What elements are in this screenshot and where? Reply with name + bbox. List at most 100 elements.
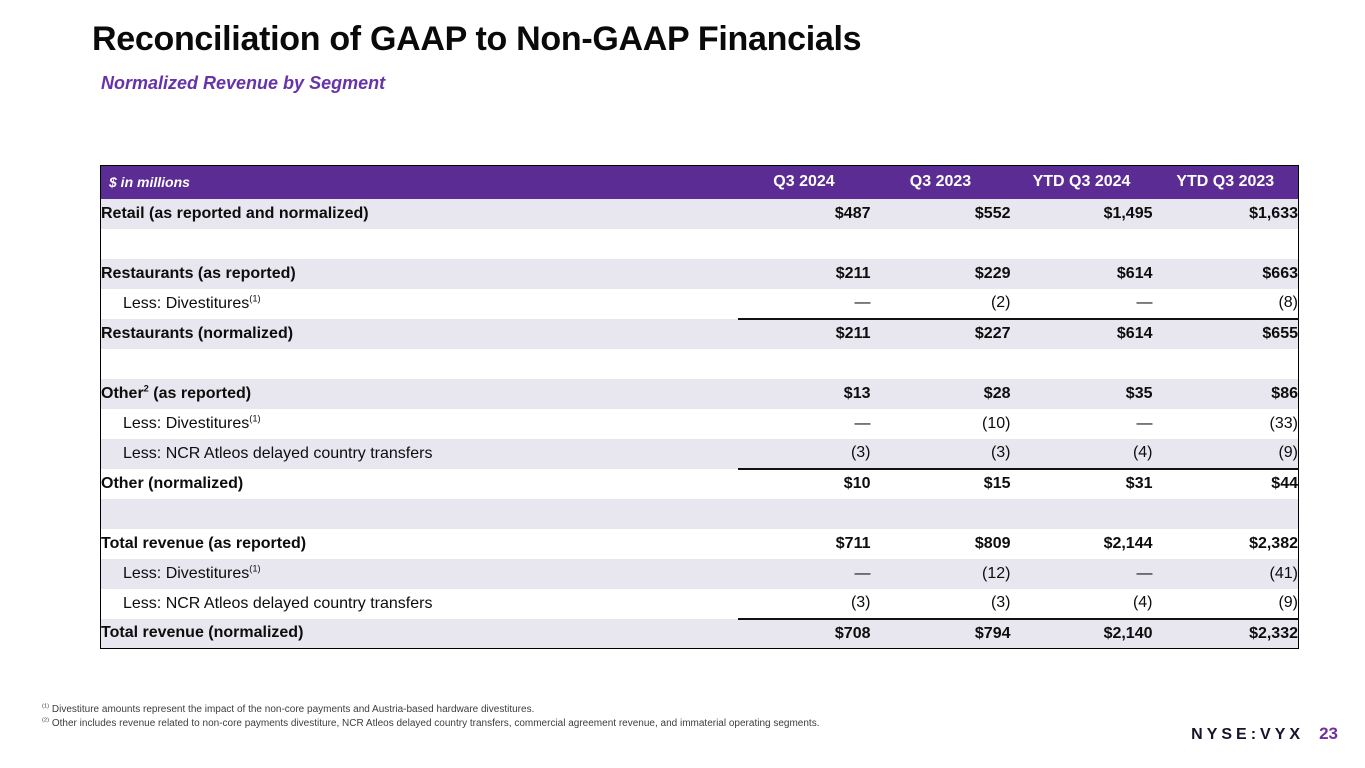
table-header-row: $ in millions Q3 2024 Q3 2023 YTD Q3 202… (100, 165, 1299, 199)
cell-value: (9) (1152, 438, 1299, 470)
cell-value: — (737, 408, 871, 439)
row-label-text: Less: Divestitures (123, 414, 250, 432)
footnote-1-text: Divestiture amounts represent the impact… (51, 704, 535, 715)
cell-value (1010, 228, 1153, 259)
table-row: Less: Divestitures(1) — (12) — (41) (100, 558, 1299, 589)
footnote-2-marker: (2) (42, 717, 50, 724)
cell-value: — (1010, 288, 1153, 320)
cell-value: $1,495 (1010, 198, 1153, 229)
row-label: Other2 (as reported) (100, 378, 738, 409)
footnote-2-text: Other includes revenue related to non-co… (51, 717, 820, 729)
cell-value: (3) (737, 588, 871, 620)
row-label-text: Restaurants (normalized) (101, 324, 294, 342)
reconciliation-table: $ in millions Q3 2024 Q3 2023 YTD Q3 202… (100, 165, 1299, 649)
table-row: Less: NCR Atleos delayed country transfe… (100, 588, 1299, 620)
cell-value: (33) (1152, 408, 1299, 439)
cell-value: $711 (737, 528, 871, 559)
row-label (100, 498, 738, 529)
row-label-text: Less: Divestitures (123, 564, 250, 582)
cell-value: $794 (870, 618, 1011, 649)
row-label: Retail (as reported and normalized) (100, 198, 738, 229)
cell-value: (12) (870, 558, 1011, 589)
cell-value (1010, 348, 1153, 379)
cell-value: $229 (870, 258, 1011, 289)
column-header-q3-2023: Q3 2023 (870, 165, 1011, 199)
footnote-1: (1) Divestiture amounts represent the im… (42, 703, 819, 717)
cell-value: $44 (1152, 468, 1299, 499)
cell-value: $211 (737, 318, 871, 349)
row-label-superscript: (1) (249, 563, 261, 574)
row-label: Total revenue (normalized) (100, 618, 738, 649)
row-label: Other (normalized) (100, 468, 738, 499)
cell-value: $35 (1010, 378, 1153, 409)
cell-value: (4) (1010, 588, 1153, 620)
cell-value (1152, 228, 1299, 259)
cell-value: $28 (870, 378, 1011, 409)
cell-value: $13 (737, 378, 871, 409)
row-label-text: Less: NCR Atleos delayed country transfe… (123, 594, 433, 612)
row-label (100, 348, 738, 379)
cell-value: (9) (1152, 588, 1299, 620)
row-label: Restaurants (as reported) (100, 258, 738, 289)
table-row: Less: NCR Atleos delayed country transfe… (100, 438, 1299, 470)
row-label: Less: Divestitures(1) (100, 558, 738, 589)
table-row: Restaurants (normalized) $211 $227 $614 $655 (100, 318, 1299, 349)
cell-value: $15 (870, 468, 1011, 499)
row-label: Less: NCR Atleos delayed country transfe… (100, 438, 738, 469)
footnote-2: (2) Other includes revenue related to no… (42, 717, 819, 731)
footnotes: (1) Divestiture amounts represent the im… (42, 703, 819, 730)
cell-value: $211 (737, 258, 871, 289)
cell-value: $2,332 (1152, 618, 1299, 649)
slide-footer: NYSE:VYX 23 (1191, 724, 1338, 744)
cell-value: $809 (870, 528, 1011, 559)
row-label-superscript: 2 (143, 383, 149, 394)
row-label: Less: Divestitures(1) (100, 288, 738, 319)
cell-value (1010, 498, 1153, 529)
row-label-text: Less: NCR Atleos delayed country transfe… (123, 444, 433, 462)
cell-value: — (737, 558, 871, 589)
cell-value: $31 (1010, 468, 1153, 499)
spacer-row (100, 498, 1299, 529)
cell-value: $2,140 (1010, 618, 1153, 649)
slide-subtitle: Normalized Revenue by Segment (101, 73, 386, 93)
table-row: Total revenue (as reported) $711 $809 $2,14… (100, 528, 1299, 559)
column-header-ytd-q3-2024: YTD Q3 2024 (1010, 165, 1153, 199)
ticker-label: NYSE:VYX (1191, 726, 1305, 743)
column-header-ytd-q3-2023: YTD Q3 2023 (1152, 165, 1299, 199)
cell-value: $2,144 (1010, 528, 1153, 559)
cell-value (870, 348, 1011, 379)
cell-value: $227 (870, 318, 1011, 349)
cell-value (737, 498, 871, 529)
cell-value (737, 228, 871, 259)
table-row: Retail (as reported and normalized) $487 $… (100, 198, 1299, 229)
row-label: Less: Divestitures(1) (100, 408, 738, 439)
cell-value: (2) (870, 288, 1011, 320)
table-row: Less: Divestitures(1) — (2) — (8) (100, 288, 1299, 320)
spacer-row (100, 348, 1299, 379)
cell-value: $86 (1152, 378, 1299, 409)
cell-value (870, 498, 1011, 529)
page-number: 23 (1319, 724, 1338, 743)
column-header-q3-2024: Q3 2024 (737, 165, 871, 199)
cell-value: — (1010, 558, 1153, 589)
cell-value: (3) (737, 438, 871, 470)
cell-value (870, 228, 1011, 259)
row-label-text: Total revenue (as reported) (101, 534, 307, 552)
row-label-superscript: (1) (249, 413, 261, 424)
row-label-text: Restaurants (as reported) (101, 264, 296, 282)
cell-value: — (737, 288, 871, 320)
row-label-text: Other (101, 384, 144, 402)
row-label: Restaurants (normalized) (100, 318, 738, 349)
row-label-superscript: (1) (249, 293, 261, 304)
cell-value: $663 (1152, 258, 1299, 289)
row-label-text: Other (normalized) (101, 474, 244, 492)
cell-value: $2,382 (1152, 528, 1299, 559)
cell-value: $655 (1152, 318, 1299, 349)
cell-value: $487 (737, 198, 871, 229)
cell-value: $614 (1010, 258, 1153, 289)
table-row: Total revenue (normalized) $708 $794 $2,140… (100, 618, 1299, 649)
column-header-units: $ in millions (100, 165, 738, 199)
table-row: Other2 (as reported) $13 $28 $35 $86 (100, 378, 1299, 409)
cell-value: $10 (737, 468, 871, 499)
